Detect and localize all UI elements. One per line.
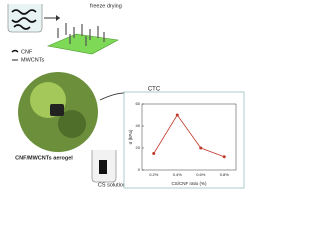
x-tick-label: 0.4% [173,172,183,177]
solution-label: CS solution [98,182,126,188]
chart-frame [123,91,245,189]
y-tick-label: 20 [136,145,141,150]
y-tick-label: 60 [136,101,141,106]
platform [46,33,119,55]
arrow-head [56,15,60,21]
line [153,114,225,158]
legend-icon [11,49,19,53]
x-tick-label: 0.6% [196,172,206,177]
x-tick-label: 0.8% [220,172,230,177]
x-tick-label: 0.2% [149,172,159,177]
point [199,146,203,150]
y-tick-label: 40 [136,123,141,128]
y-axis-label: σ (kPa) [128,129,133,144]
chart: 0 20 40 60 σ (kPa) CS/CNF ratio (%) 0.2% 0.4% 0.… [123,91,245,189]
point [175,113,179,117]
point [222,155,226,159]
point [152,152,156,155]
fibers [11,9,37,30]
plot-area [141,103,237,171]
ctc-label: CTC [148,87,161,93]
sample [99,160,107,174]
graphical-abstract: (a)1 mm(b)1 mm(c)1 mm(d)1 mm freeze dryi… [7,3,245,189]
x-axis-label: CS/CNF ratio (%) [171,181,207,186]
cnts [57,23,105,46]
legend-label: CNF [21,49,33,55]
leaf [58,110,86,138]
legend-label: MWCNTs [21,57,44,63]
y-tick-label: 0 [138,167,141,172]
aerogel-label: CNF/MWCNTs aerogel [15,155,73,161]
freeze-drying-label: freeze drying [90,3,122,9]
aerogel [50,104,64,116]
